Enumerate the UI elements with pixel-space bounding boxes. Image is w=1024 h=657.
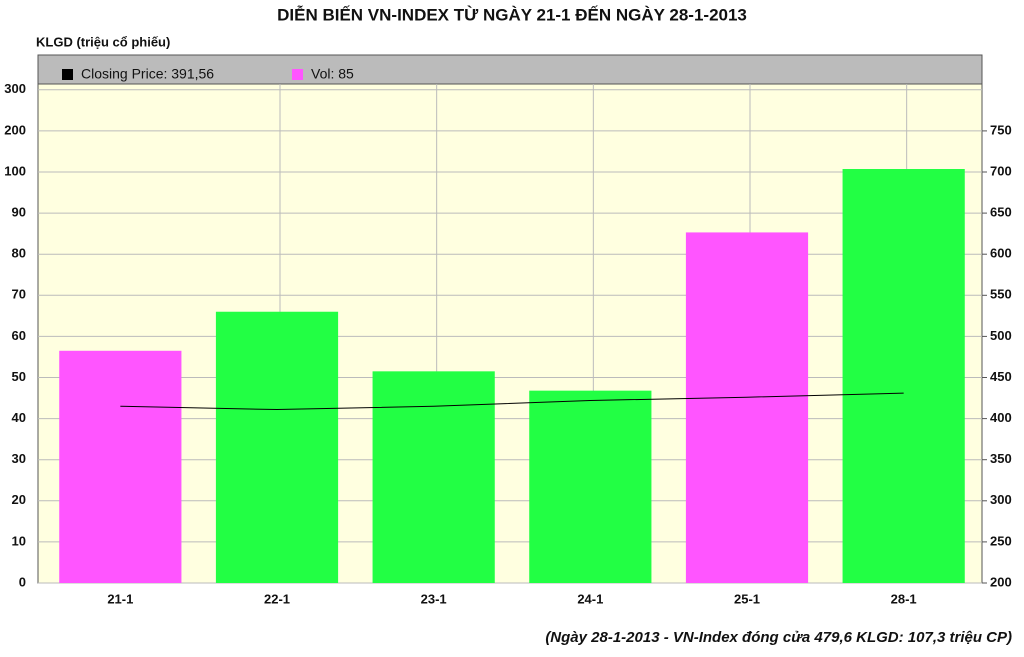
bar [372, 371, 495, 583]
bar [529, 390, 652, 583]
x-tick-label: 23-1 [421, 591, 447, 606]
y-tick-label: 200 [4, 122, 26, 137]
y2-tick-label: 700 [990, 163, 1012, 178]
y-tick-label: 80 [12, 246, 26, 261]
bar [685, 232, 809, 584]
legend-label: Closing Price: 391,56 [81, 66, 214, 82]
legend-band [37, 54, 983, 85]
y2-tick-label: 350 [990, 451, 1012, 466]
y2-tick-label: 200 [990, 574, 1012, 589]
y2-tick-label: 600 [990, 246, 1012, 261]
y2-tick-label: 750 [990, 122, 1012, 137]
legend-swatch [62, 69, 73, 80]
x-tick-label: 22-1 [264, 591, 290, 606]
y2-tick-label: 650 [990, 205, 1012, 220]
legend-swatch [292, 69, 303, 80]
y-axis-label: KLGD (triệu cổ phiếu) [36, 34, 170, 49]
y2-tick-label: 250 [990, 533, 1012, 548]
bar [215, 311, 339, 583]
y-tick-label: 10 [12, 533, 26, 548]
y2-tick-label: 550 [990, 287, 1012, 302]
x-tick-label: 21-1 [107, 591, 133, 606]
y-tick-label: 30 [12, 451, 26, 466]
y2-tick-label: 300 [990, 492, 1012, 507]
bar [842, 168, 965, 583]
footnote: (Ngày 28-1-2013 - VN-Index đóng cửa 479,… [545, 629, 1012, 646]
x-tick-label: 24-1 [577, 591, 603, 606]
x-tick-label: 25-1 [734, 591, 760, 606]
y-tick-label: 100 [4, 163, 26, 178]
chart-title: DIỄN BIẾN VN-INDEX TỪ NGÀY 21-1 ĐẾN NGÀY… [277, 5, 747, 24]
line [120, 392, 904, 411]
y-tick-label: 90 [12, 205, 26, 220]
bar [59, 350, 182, 583]
y-tick-label: 0 [19, 574, 26, 589]
y2-tick-label: 400 [990, 410, 1012, 425]
y-tick-label: 60 [12, 328, 26, 343]
y-tick-label: 40 [12, 410, 26, 425]
plot-area [37, 83, 983, 584]
x-tick-label: 28-1 [891, 591, 917, 606]
y-tick-label: 20 [12, 492, 26, 507]
y-tick-label: 70 [12, 287, 26, 302]
y2-tick-label: 500 [990, 328, 1012, 343]
y2-tick-label: 450 [990, 369, 1012, 384]
legend-label: Vol: 85 [311, 66, 354, 82]
y-tick-label: 300 [4, 81, 26, 96]
y-tick-label: 50 [12, 369, 26, 384]
